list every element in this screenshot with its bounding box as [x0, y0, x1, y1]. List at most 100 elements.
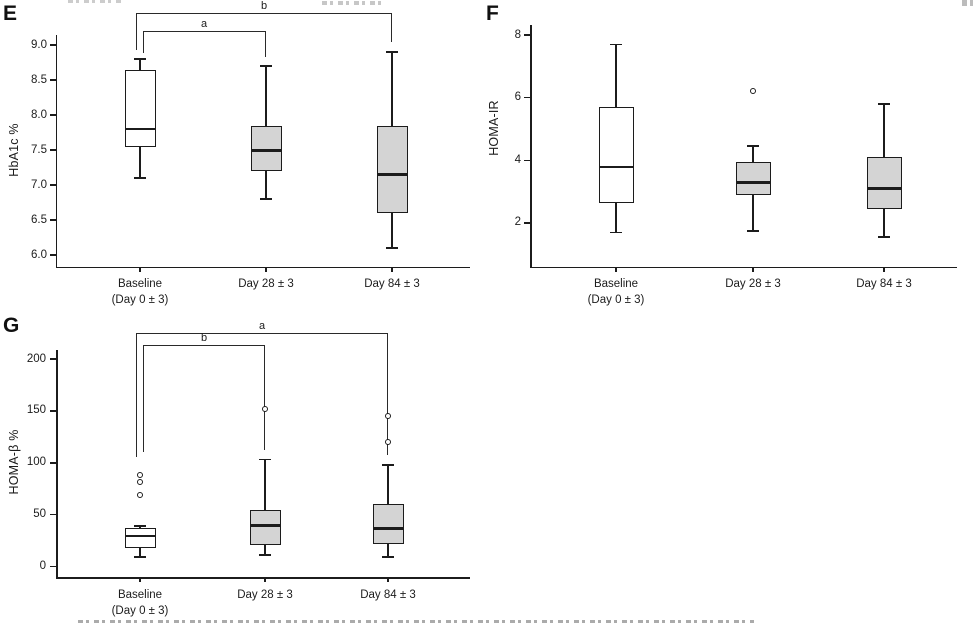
box-iqr	[250, 125, 282, 171]
x-category-label: Day 28 ± 3	[237, 589, 293, 601]
cropped-text-artifact-top-right	[962, 0, 978, 6]
y-tick-label: 9.0	[31, 38, 47, 51]
y-axis-title-hba1c: HbA1c %	[7, 123, 21, 177]
whisker-upper-cap	[134, 525, 146, 527]
x-axis-line	[56, 577, 470, 579]
x-category-label: Baseline	[117, 278, 163, 290]
x-category-label: Day 28 ± 3	[725, 278, 781, 290]
box-median-line	[866, 187, 902, 191]
y-tick-mark	[49, 219, 56, 221]
whisker-upper-cap	[382, 464, 394, 466]
x-tick-mark	[752, 266, 754, 272]
box-median-line	[124, 535, 156, 538]
whisker-upper-cap	[259, 458, 271, 461]
panel-letter-f: F	[486, 2, 499, 25]
y-tick-label: 6	[514, 91, 521, 104]
whisker-upper-cap	[747, 145, 759, 147]
x-tick-mark	[387, 577, 389, 582]
x-tick-mark	[139, 577, 141, 582]
x-axis-line	[55, 266, 470, 268]
y-tick-label: 7.5	[31, 143, 47, 156]
y-tick-mark	[50, 462, 56, 464]
whisker-upper-stem	[264, 459, 266, 511]
x-category-label: (Day 0 ± 3)	[111, 604, 169, 617]
cropped-caption-artifact	[78, 620, 754, 623]
y-tick-mark	[524, 96, 530, 99]
y-tick-label: 200	[26, 352, 46, 365]
significance-bracket-bar	[143, 31, 266, 33]
box-median-line	[124, 128, 156, 130]
y-axis-title-homa-ir: HOMA-IR	[487, 100, 501, 156]
whisker-lower-stem	[391, 213, 393, 248]
whisker-lower-cap	[382, 556, 394, 558]
whisker-upper-cap	[610, 43, 622, 46]
outlier-point	[261, 406, 268, 413]
y-tick-mark	[49, 44, 56, 46]
y-tick-mark	[524, 34, 530, 36]
whisker-upper-stem	[752, 146, 754, 162]
whisker-upper-cap	[134, 58, 146, 60]
y-tick-label: 6.0	[31, 248, 47, 261]
y-tick-mark	[50, 410, 56, 412]
y-tick-mark	[49, 114, 56, 116]
box-median-line	[249, 523, 281, 527]
box-iqr	[866, 157, 902, 209]
cropped-text-artifact-top-mid	[322, 1, 386, 5]
whisker-lower-cap	[134, 556, 146, 558]
whisker-upper-cap	[260, 65, 272, 67]
y-tick-label: 4	[514, 153, 521, 166]
significance-bracket-drop-right	[386, 333, 388, 455]
outlier-point	[136, 471, 143, 478]
box-iqr	[376, 125, 408, 213]
whisker-lower-stem	[139, 146, 141, 178]
whisker-upper-cap	[386, 51, 398, 53]
significance-bracket-drop-left	[136, 13, 138, 50]
box-median-line	[735, 180, 771, 184]
significance-label: b	[260, 0, 268, 12]
significance-bracket-drop-left	[143, 31, 145, 53]
whisker-upper-stem	[615, 44, 617, 108]
outlier-point	[136, 491, 143, 498]
x-category-label: (Day 0 ± 3)	[111, 293, 169, 306]
whisker-lower-stem	[265, 171, 267, 199]
x-tick-mark	[265, 266, 267, 272]
whisker-upper-stem	[139, 526, 141, 529]
significance-label: b	[200, 332, 208, 344]
whisker-upper-cap	[878, 103, 890, 105]
whisker-lower-stem	[752, 194, 754, 231]
significance-bracket-drop-right	[264, 31, 266, 57]
y-tick-label: 0	[39, 560, 46, 572]
box-median-line	[372, 526, 404, 530]
whisker-upper-stem	[883, 103, 885, 158]
significance-bracket-drop-right	[390, 13, 392, 42]
panel-letter-g: G	[3, 314, 20, 337]
whisker-lower-stem	[139, 547, 141, 558]
y-axis-line	[56, 350, 58, 577]
significance-bracket-bar	[136, 333, 388, 335]
y-tick-mark	[50, 358, 56, 360]
x-category-label: Day 84 ± 3	[360, 589, 416, 601]
x-tick-mark	[615, 266, 617, 272]
y-tick-label: 100	[26, 456, 46, 469]
x-tick-mark	[883, 266, 885, 272]
x-tick-mark	[391, 266, 393, 272]
whisker-lower-cap	[747, 230, 759, 232]
box-median-line	[598, 165, 634, 168]
x-tick-mark	[264, 577, 266, 582]
whisker-lower-stem	[883, 208, 885, 238]
outlier-point	[384, 438, 391, 445]
y-tick-mark	[49, 149, 56, 151]
panel-letter-e: E	[3, 2, 18, 25]
y-tick-mark	[50, 513, 56, 516]
x-category-label: Baseline	[593, 278, 639, 290]
whisker-lower-cap	[386, 247, 398, 249]
y-tick-label: 8	[514, 28, 521, 41]
box-iqr	[598, 107, 634, 203]
cropped-text-artifact-top-left	[68, 0, 122, 3]
box-median-line	[376, 173, 408, 176]
significance-bracket-drop-left	[136, 333, 138, 457]
whisker-lower-cap	[610, 231, 622, 234]
significance-bracket-drop-right	[263, 345, 265, 450]
